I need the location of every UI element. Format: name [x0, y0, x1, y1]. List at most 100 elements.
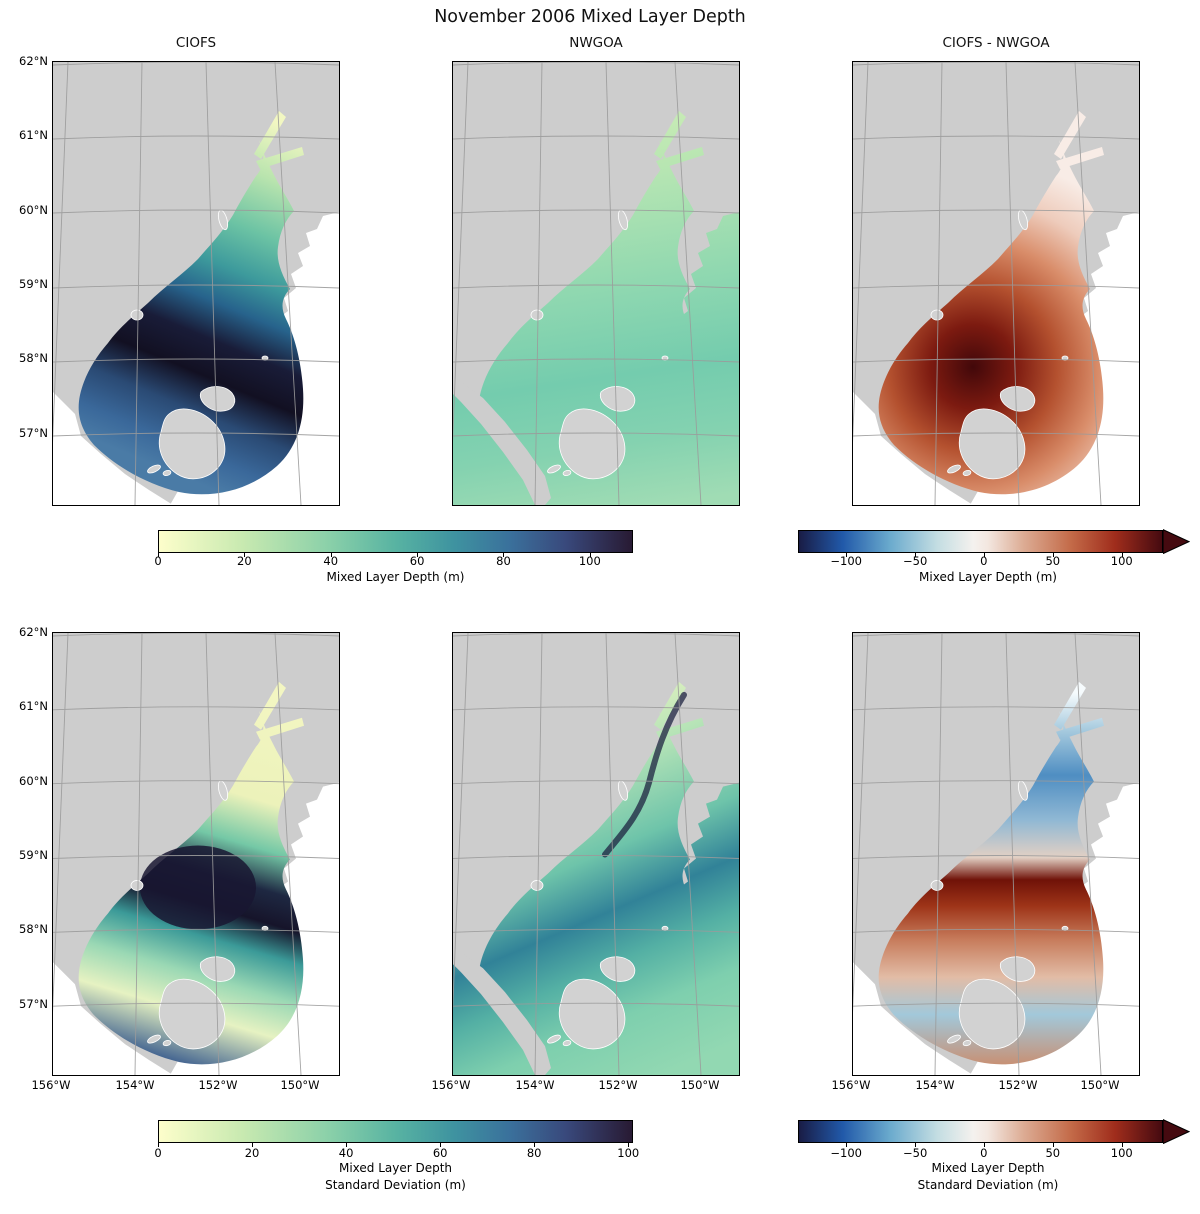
- longitude-tick-label: 154°W: [915, 1078, 955, 1092]
- islet: [562, 469, 572, 476]
- colorbar-axis-label: Mixed Layer Depth: [931, 1161, 1045, 1175]
- gridline-meridian: [134, 61, 143, 505]
- gridline-parallel: [452, 779, 739, 784]
- panel-title-nwgoa-mld: NWGOA: [569, 35, 623, 51]
- gridline-parallel: [52, 284, 339, 289]
- colorbar-tick-label: 100: [578, 554, 601, 568]
- islet: [546, 464, 561, 474]
- latitude-tick-label: 62°N: [19, 54, 48, 68]
- longitude-tick-label: 152°W: [998, 1078, 1038, 1092]
- gridline-parallel: [52, 209, 339, 214]
- colorbar-tick-label: 0: [980, 554, 988, 568]
- deep-sd-filament: [601, 691, 687, 858]
- islet: [162, 469, 172, 476]
- extend-arrow-shape: [1162, 1118, 1191, 1145]
- colorbar-axis-label: Standard Deviation (m): [917, 1178, 1059, 1192]
- colorbar-tick-label: 100: [1110, 554, 1133, 568]
- gridline-parallel: [852, 854, 1139, 859]
- colorbar-tick-label: −50: [903, 1146, 928, 1160]
- island-augustine: [130, 309, 144, 321]
- model-domain-data: [878, 139, 1104, 494]
- colorbar-tickmark: [589, 553, 591, 557]
- map-panel-ciofs-mld-sd: [51, 631, 340, 1076]
- gridline-parallel: [452, 135, 739, 140]
- gridline-meridian: [52, 61, 69, 444]
- island-kodiak: [958, 408, 1025, 479]
- panel-title-ciofs-mld: CIOFS: [175, 35, 217, 51]
- colorbar-tickmark: [330, 553, 332, 557]
- high-sd-region: [139, 845, 256, 930]
- colorbar-tick-label: 20: [237, 554, 252, 568]
- map-graphic-diff-mld: [852, 61, 1139, 505]
- island-afognak: [599, 385, 635, 412]
- colorbar-extend-arrow: [1162, 1118, 1191, 1145]
- colorbar-axis-label: Standard Deviation (m): [325, 1178, 466, 1192]
- gridline-parallel: [852, 135, 1139, 140]
- colorbar-mld-sd-diff: [798, 1120, 1163, 1143]
- colorbar-tick-label: 50: [1045, 554, 1061, 568]
- gridline-parallel: [452, 854, 739, 859]
- gridline-parallel: [52, 779, 339, 784]
- gridline-meridian: [852, 61, 869, 444]
- gridline-parallel: [452, 61, 739, 66]
- turnagain-arm-water: [255, 146, 304, 169]
- gridline-meridian: [452, 632, 469, 1014]
- gridline-parallel: [452, 284, 739, 289]
- figure-title: November 2006 Mixed Layer Depth: [434, 7, 746, 27]
- islet: [962, 469, 972, 476]
- graticule: [52, 61, 339, 505]
- gridline-parallel: [52, 432, 339, 437]
- gridline-parallel: [852, 632, 1139, 637]
- knik-arm-water: [653, 681, 686, 730]
- island-augustine: [130, 879, 144, 891]
- longitude-tick-label: 152°W: [598, 1078, 638, 1092]
- gridline-parallel: [852, 1002, 1139, 1007]
- colorbar-mld-sd: [158, 1120, 633, 1143]
- graticule: [52, 632, 339, 1075]
- knik-arm-water: [253, 681, 286, 730]
- colorbar-tick-label: 40: [323, 554, 339, 568]
- gridline-parallel: [452, 928, 739, 933]
- colorbar-tickmark: [846, 553, 848, 557]
- gridline-meridian: [1005, 632, 1020, 1075]
- colorbar-tickmark: [244, 553, 246, 557]
- colorbar-tickmark: [158, 553, 159, 557]
- latitude-tick-label: 57°N: [19, 425, 48, 440]
- colorbar-tickmark: [983, 1143, 985, 1147]
- colorbar-tick-label: 20: [244, 1146, 260, 1160]
- extend-arrow-shape: [1162, 528, 1191, 555]
- map-graphic-diff-mld-sd: [852, 632, 1139, 1075]
- islet: [146, 1034, 161, 1044]
- gridline-parallel: [452, 209, 739, 214]
- colorbar-tickmark: [628, 1143, 630, 1147]
- alaska-peninsula-land: [452, 945, 551, 1075]
- island-kodiak: [158, 978, 225, 1049]
- outside-domain-region: [52, 961, 173, 1075]
- gridline-meridian: [205, 61, 220, 505]
- colorbar-tickmark: [1121, 553, 1123, 557]
- turnagain-arm-water: [255, 717, 304, 740]
- colorbar-tickmark: [346, 1143, 348, 1147]
- gridline-meridian: [605, 61, 620, 505]
- map-panel-nwgoa-mld-sd: [451, 631, 740, 1076]
- gridline-parallel: [452, 706, 739, 710]
- colorbar-axis-label: Mixed Layer Depth: [338, 1161, 453, 1175]
- gridline-parallel: [52, 928, 339, 933]
- island-kodiak: [558, 408, 625, 479]
- map-graphic-ciofs-mld: [52, 61, 339, 505]
- gridline-parallel: [452, 358, 739, 363]
- latitude-tick-label: 59°N: [19, 276, 48, 291]
- map-panel-nwgoa-mld: [451, 60, 740, 506]
- colorbar-mld: [158, 530, 633, 553]
- map-panel-diff-mld-sd: [851, 631, 1140, 1076]
- longitude-tick-label: 150°W: [680, 1078, 720, 1092]
- colorbar-tickmark: [983, 553, 985, 557]
- gridline-meridian: [934, 632, 943, 1075]
- islet: [146, 464, 161, 474]
- gridline-parallel: [452, 1002, 739, 1007]
- latitude-tick-label: 59°N: [19, 847, 48, 862]
- gridline-parallel: [52, 854, 339, 859]
- gridline-meridian: [52, 632, 69, 1014]
- longitude-tick-label: 154°W: [115, 1078, 155, 1092]
- map-graphic-nwgoa-mld: [452, 61, 739, 505]
